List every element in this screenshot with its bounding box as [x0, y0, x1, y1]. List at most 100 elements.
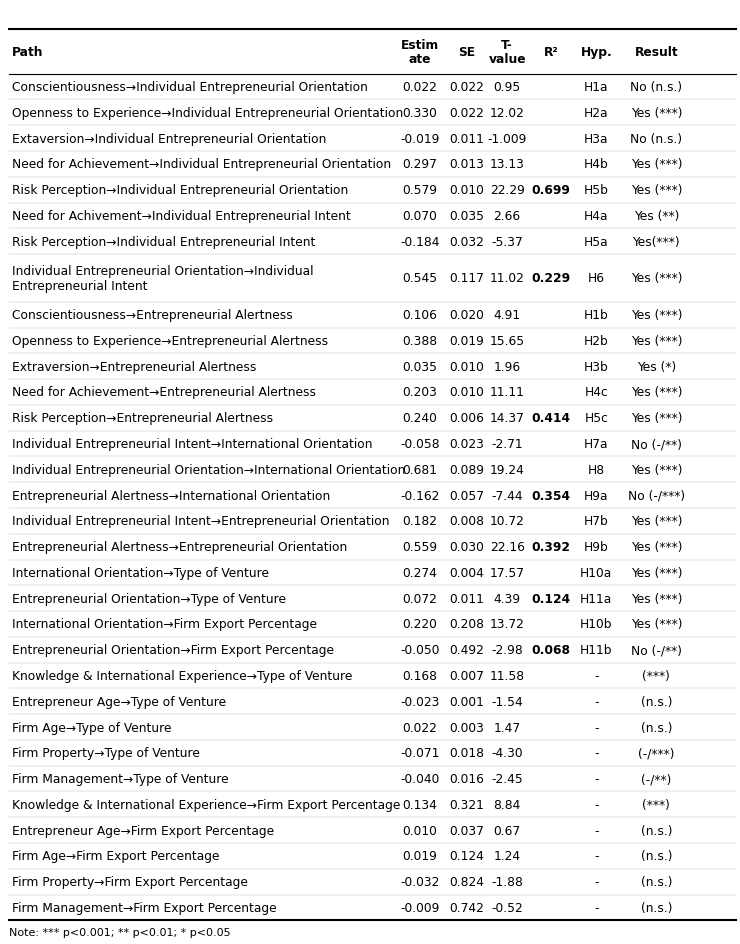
- Text: -2.98: -2.98: [491, 644, 523, 656]
- Text: Risk Perception→Individual Entrepreneurial Orientation: Risk Perception→Individual Entrepreneuri…: [12, 184, 348, 197]
- Text: 0.492: 0.492: [450, 644, 485, 656]
- Text: H7b: H7b: [584, 514, 608, 528]
- Text: 0.022: 0.022: [403, 721, 437, 733]
- Text: H3b: H3b: [584, 361, 608, 373]
- Text: Conscientiousness→Entrepreneurial Alertness: Conscientiousness→Entrepreneurial Alertn…: [12, 309, 292, 322]
- Text: H9b: H9b: [584, 541, 608, 553]
- Text: -7.44: -7.44: [491, 489, 523, 502]
- Text: 17.57: 17.57: [490, 566, 525, 580]
- Text: 0.208: 0.208: [450, 617, 485, 631]
- Text: 0.011: 0.011: [450, 592, 485, 605]
- Text: 0.019: 0.019: [450, 334, 485, 347]
- Text: 0.681: 0.681: [403, 464, 437, 477]
- Text: 13.13: 13.13: [490, 159, 525, 171]
- Text: Individual Entrepreneurial Intent→Entrepreneurial Orientation: Individual Entrepreneurial Intent→Entrep…: [12, 514, 389, 528]
- Text: H4c: H4c: [585, 386, 608, 399]
- Text: 0.274: 0.274: [403, 566, 437, 580]
- Text: 0.388: 0.388: [403, 334, 437, 347]
- Text: -0.019: -0.019: [400, 132, 440, 145]
- Text: H9a: H9a: [584, 489, 608, 502]
- Text: Entrepreneurial Alertness→Entrepreneurial Orientation: Entrepreneurial Alertness→Entrepreneuria…: [12, 541, 347, 553]
- Text: Firm Age→Type of Venture: Firm Age→Type of Venture: [12, 721, 172, 733]
- Text: (n.s.): (n.s.): [641, 875, 672, 888]
- Text: 19.24: 19.24: [490, 464, 525, 477]
- Text: Entrepreneur Age→Type of Venture: Entrepreneur Age→Type of Venture: [12, 695, 226, 708]
- Text: -0.058: -0.058: [400, 438, 440, 450]
- Text: H2b: H2b: [584, 334, 608, 347]
- Text: -0.184: -0.184: [400, 235, 440, 248]
- Text: -: -: [594, 901, 599, 914]
- Text: 1.24: 1.24: [494, 850, 521, 863]
- Text: Yes (***): Yes (***): [630, 159, 682, 171]
- Text: International Orientation→Firm Export Percentage: International Orientation→Firm Export Pe…: [12, 617, 317, 631]
- Text: (n.s.): (n.s.): [641, 901, 672, 914]
- Text: (n.s.): (n.s.): [641, 850, 672, 863]
- Text: No (-/**): No (-/**): [630, 438, 682, 450]
- Text: H10a: H10a: [580, 566, 613, 580]
- Text: 0.168: 0.168: [403, 669, 437, 683]
- Text: H1b: H1b: [584, 309, 608, 322]
- Text: Firm Property→Type of Venture: Firm Property→Type of Venture: [12, 747, 200, 760]
- Text: (n.s.): (n.s.): [641, 824, 672, 836]
- Text: Conscientiousness→Individual Entrepreneurial Orientation: Conscientiousness→Individual Entrepreneu…: [12, 81, 368, 94]
- Text: 0.330: 0.330: [403, 107, 437, 120]
- Text: 0.004: 0.004: [450, 566, 485, 580]
- Text: H4b: H4b: [584, 159, 608, 171]
- Text: Yes (***): Yes (***): [630, 184, 682, 197]
- Text: Firm Management→Firm Export Percentage: Firm Management→Firm Export Percentage: [12, 901, 277, 914]
- Text: 0.030: 0.030: [450, 541, 485, 553]
- Text: 0.229: 0.229: [531, 272, 571, 285]
- Text: -0.009: -0.009: [400, 901, 440, 914]
- Text: 0.742: 0.742: [450, 901, 485, 914]
- Text: -: -: [594, 850, 599, 863]
- Text: 15.65: 15.65: [490, 334, 525, 347]
- Text: 0.068: 0.068: [531, 644, 571, 656]
- Text: Yes(***): Yes(***): [633, 235, 680, 248]
- Text: Need for Achievement→Individual Entrepreneurial Orientation: Need for Achievement→Individual Entrepre…: [12, 159, 391, 171]
- Text: 0.203: 0.203: [403, 386, 437, 399]
- Text: Firm Age→Firm Export Percentage: Firm Age→Firm Export Percentage: [12, 850, 219, 863]
- Text: 0.414: 0.414: [531, 412, 571, 425]
- Text: 0.037: 0.037: [450, 824, 485, 836]
- Text: 0.699: 0.699: [531, 184, 571, 197]
- Text: 0.010: 0.010: [450, 361, 485, 373]
- Text: -1.54: -1.54: [491, 695, 523, 708]
- Text: Estim
ate: Estim ate: [401, 39, 439, 66]
- Text: 0.089: 0.089: [450, 464, 485, 477]
- Text: H11a: H11a: [580, 592, 613, 605]
- Text: Risk Perception→Individual Entrepreneurial Intent: Risk Perception→Individual Entrepreneuri…: [12, 235, 315, 248]
- Text: R²: R²: [543, 46, 558, 59]
- Text: Path: Path: [12, 46, 44, 59]
- Text: 0.010: 0.010: [450, 184, 485, 197]
- Text: No (n.s.): No (n.s.): [630, 132, 682, 145]
- Text: 0.124: 0.124: [450, 850, 485, 863]
- Text: Yes (***): Yes (***): [630, 514, 682, 528]
- Text: 0.579: 0.579: [403, 184, 437, 197]
- Text: 0.016: 0.016: [450, 772, 485, 785]
- Text: 11.02: 11.02: [490, 272, 525, 285]
- Text: 0.106: 0.106: [403, 309, 437, 322]
- Text: H11b: H11b: [580, 644, 613, 656]
- Text: 0.545: 0.545: [403, 272, 437, 285]
- Text: 0.001: 0.001: [450, 695, 485, 708]
- Text: -2.45: -2.45: [491, 772, 523, 785]
- Text: Entrepreneurial Orientation→Type of Venture: Entrepreneurial Orientation→Type of Vent…: [12, 592, 286, 605]
- Text: 22.29: 22.29: [490, 184, 525, 197]
- Text: 0.070: 0.070: [403, 210, 437, 223]
- Text: 0.020: 0.020: [450, 309, 485, 322]
- Text: Yes (*): Yes (*): [636, 361, 676, 373]
- Text: 0.013: 0.013: [450, 159, 485, 171]
- Text: H1a: H1a: [584, 81, 608, 94]
- Text: Yes (***): Yes (***): [630, 412, 682, 425]
- Text: 0.124: 0.124: [531, 592, 571, 605]
- Text: 0.022: 0.022: [403, 81, 437, 94]
- Text: Yes (***): Yes (***): [630, 386, 682, 399]
- Text: 0.072: 0.072: [403, 592, 437, 605]
- Text: -: -: [594, 747, 599, 760]
- Text: Yes (***): Yes (***): [630, 309, 682, 322]
- Text: Yes (***): Yes (***): [630, 334, 682, 347]
- Text: 0.297: 0.297: [403, 159, 437, 171]
- Text: Individual Entrepreneurial Orientation→Individual
Entrepreneurial Intent: Individual Entrepreneurial Orientation→I…: [12, 265, 313, 293]
- Text: -: -: [594, 772, 599, 785]
- Text: -4.30: -4.30: [491, 747, 523, 760]
